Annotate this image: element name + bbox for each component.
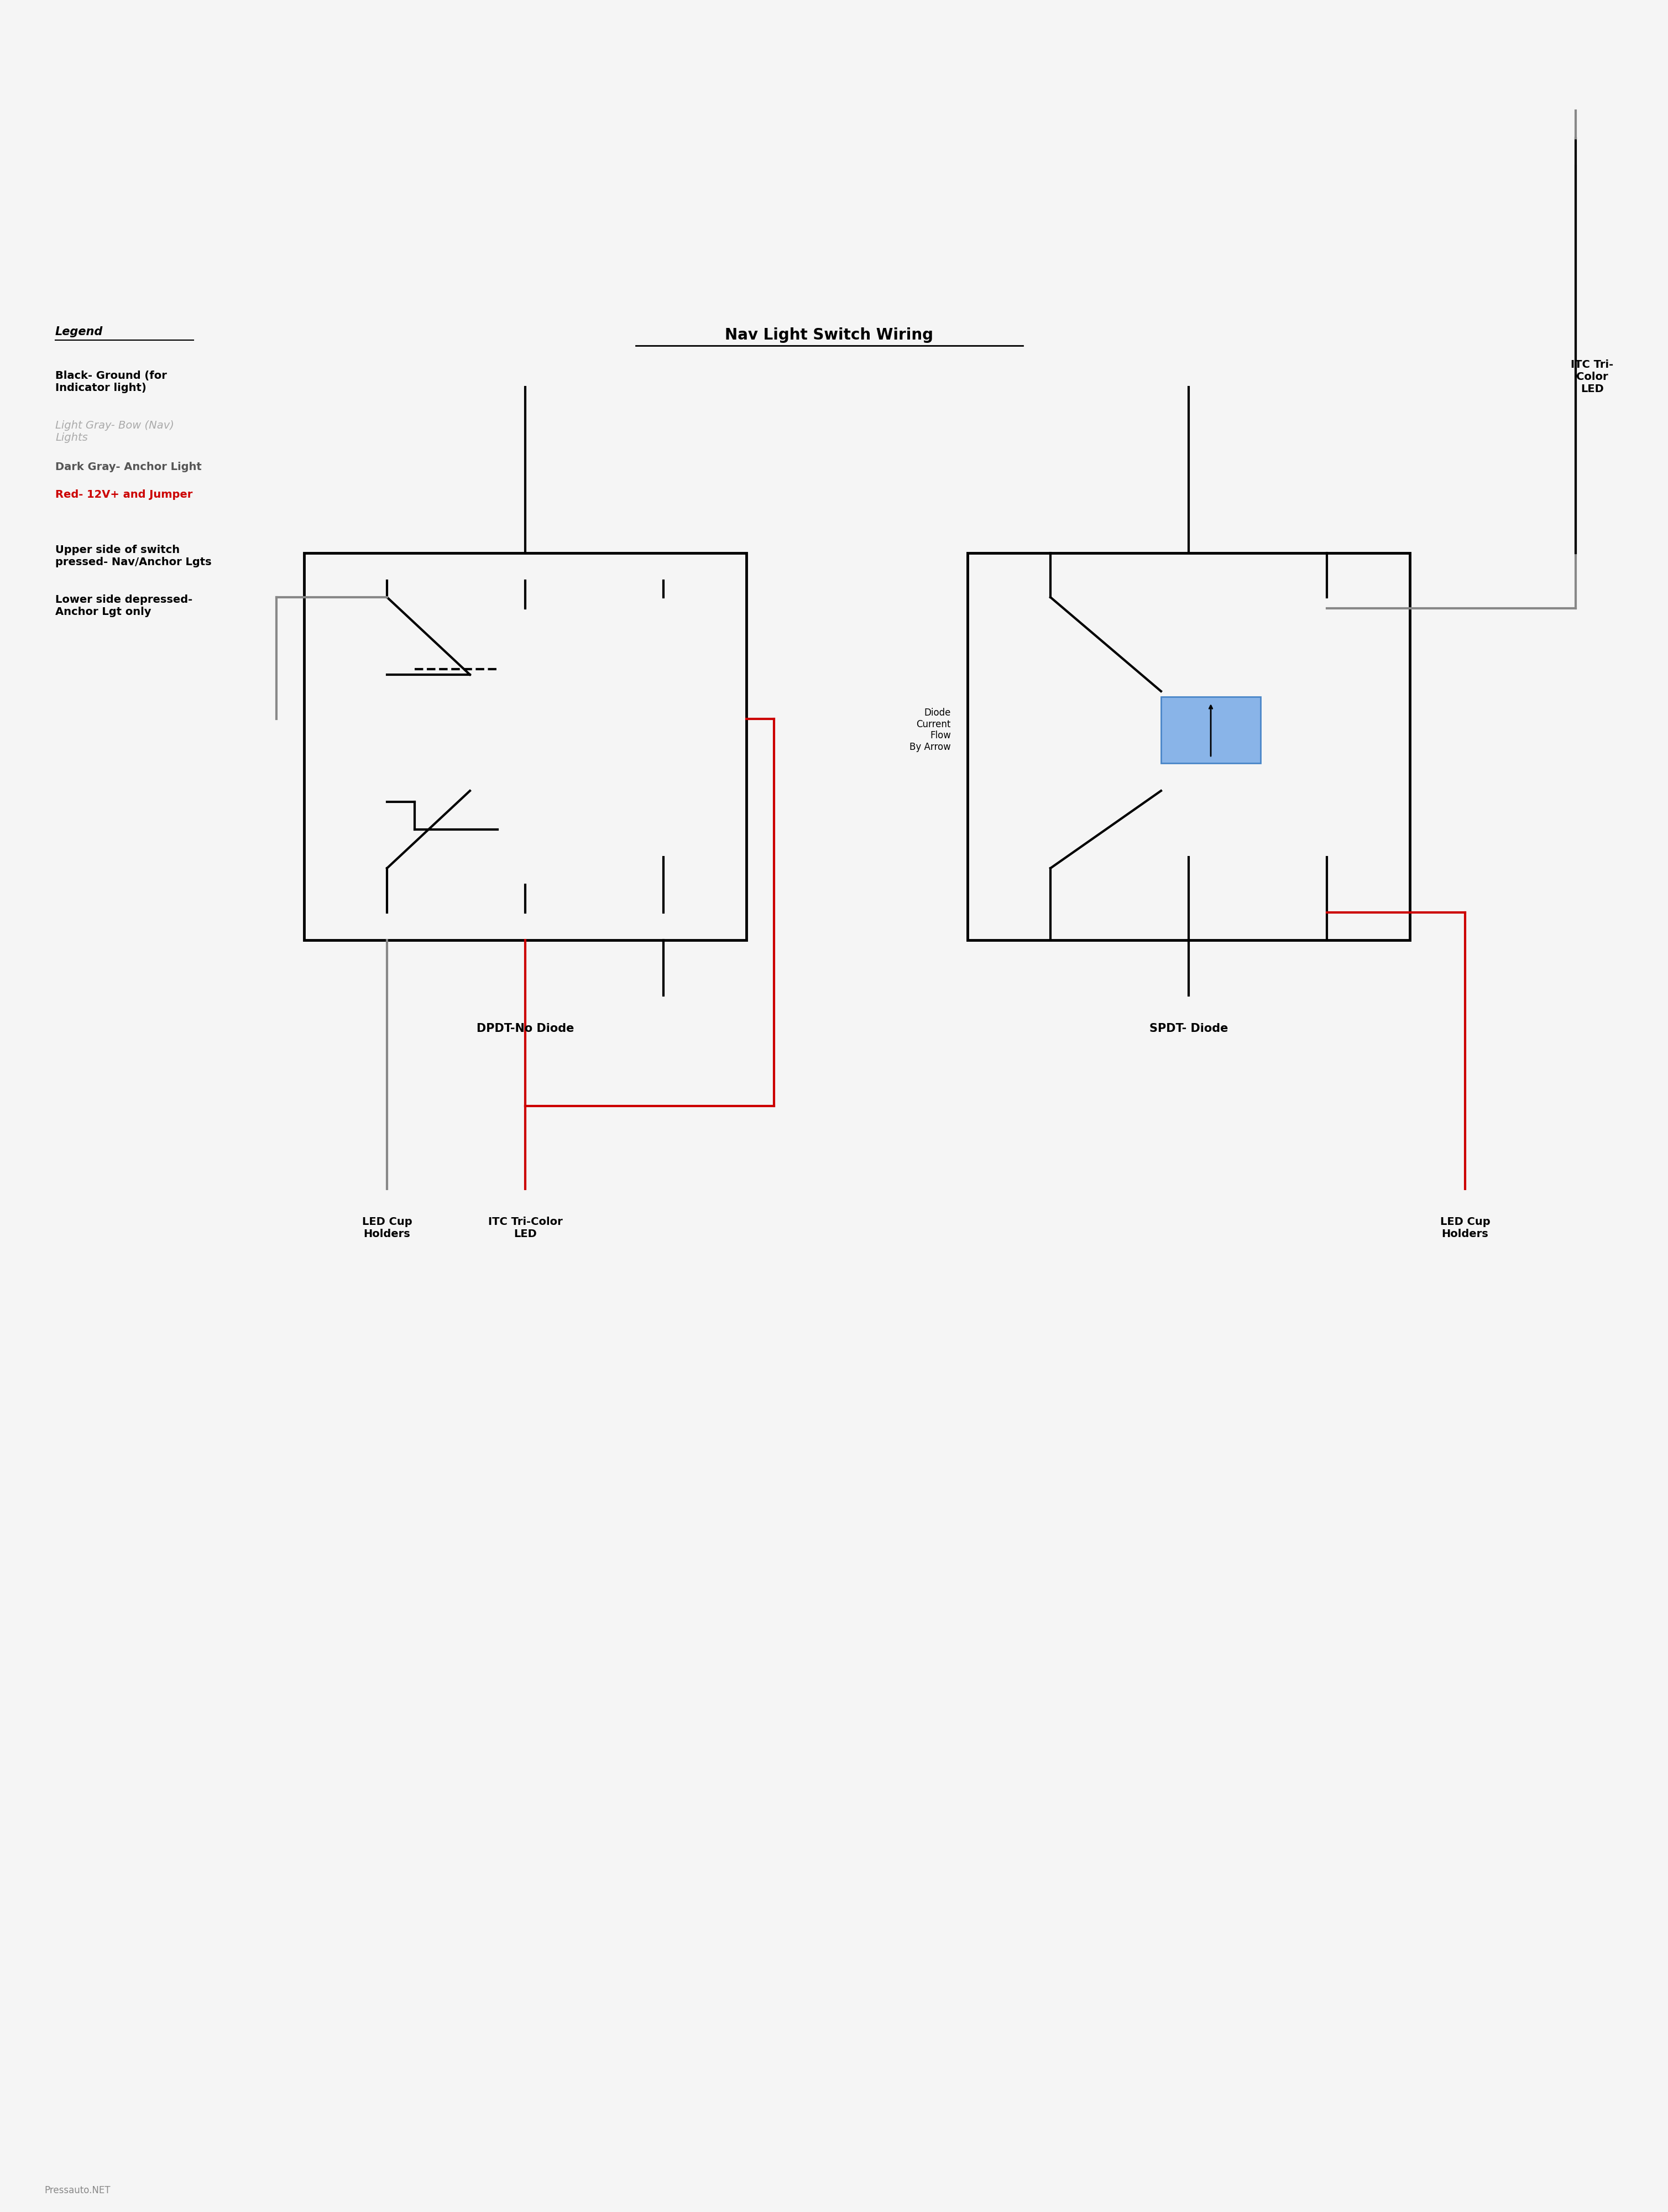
Text: Legend: Legend	[55, 325, 103, 336]
Text: Black- Ground (for
Indicator light): Black- Ground (for Indicator light)	[55, 372, 167, 394]
Text: LED Cup
Holders: LED Cup Holders	[362, 1217, 412, 1239]
Text: LED Cup
Holders: LED Cup Holders	[1439, 1217, 1490, 1239]
Text: DPDT-No Diode: DPDT-No Diode	[477, 1022, 574, 1035]
Text: Lower side depressed-
Anchor Lgt only: Lower side depressed- Anchor Lgt only	[55, 595, 192, 617]
Bar	[967, 553, 1409, 940]
Bar	[1161, 697, 1261, 763]
Text: Nav Light Switch Wiring: Nav Light Switch Wiring	[726, 327, 934, 343]
Text: Light Gray- Bow (Nav)
Lights: Light Gray- Bow (Nav) Lights	[55, 420, 173, 442]
Text: ITC Tri-
Color
LED: ITC Tri- Color LED	[1571, 358, 1613, 394]
Text: Pressauto.NET: Pressauto.NET	[45, 2185, 110, 2194]
Text: Upper side of switch
pressed- Nav/Anchor Lgts: Upper side of switch pressed- Nav/Anchor…	[55, 544, 212, 566]
Text: Red- 12V+ and Jumper: Red- 12V+ and Jumper	[55, 489, 192, 500]
Bar	[304, 553, 746, 940]
Text: SPDT- Diode: SPDT- Diode	[1149, 1022, 1228, 1035]
Text: Diode
Current
Flow
By Arrow: Diode Current Flow By Arrow	[909, 708, 951, 752]
Text: ITC Tri-Color
LED: ITC Tri-Color LED	[489, 1217, 562, 1239]
Text: Dark Gray- Anchor Light: Dark Gray- Anchor Light	[55, 462, 202, 473]
